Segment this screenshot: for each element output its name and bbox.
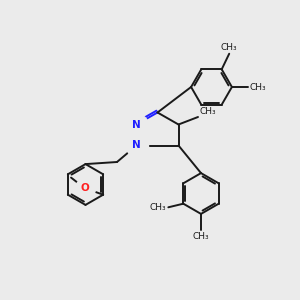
Text: O: O	[80, 183, 89, 193]
Text: CH₃: CH₃	[250, 82, 266, 91]
Text: N: N	[132, 140, 141, 151]
Text: CH₃: CH₃	[193, 232, 209, 241]
Text: CH₃: CH₃	[200, 106, 216, 116]
Text: CH₃: CH₃	[221, 43, 238, 52]
Text: CH₃: CH₃	[149, 203, 166, 212]
Text: N: N	[132, 119, 141, 130]
